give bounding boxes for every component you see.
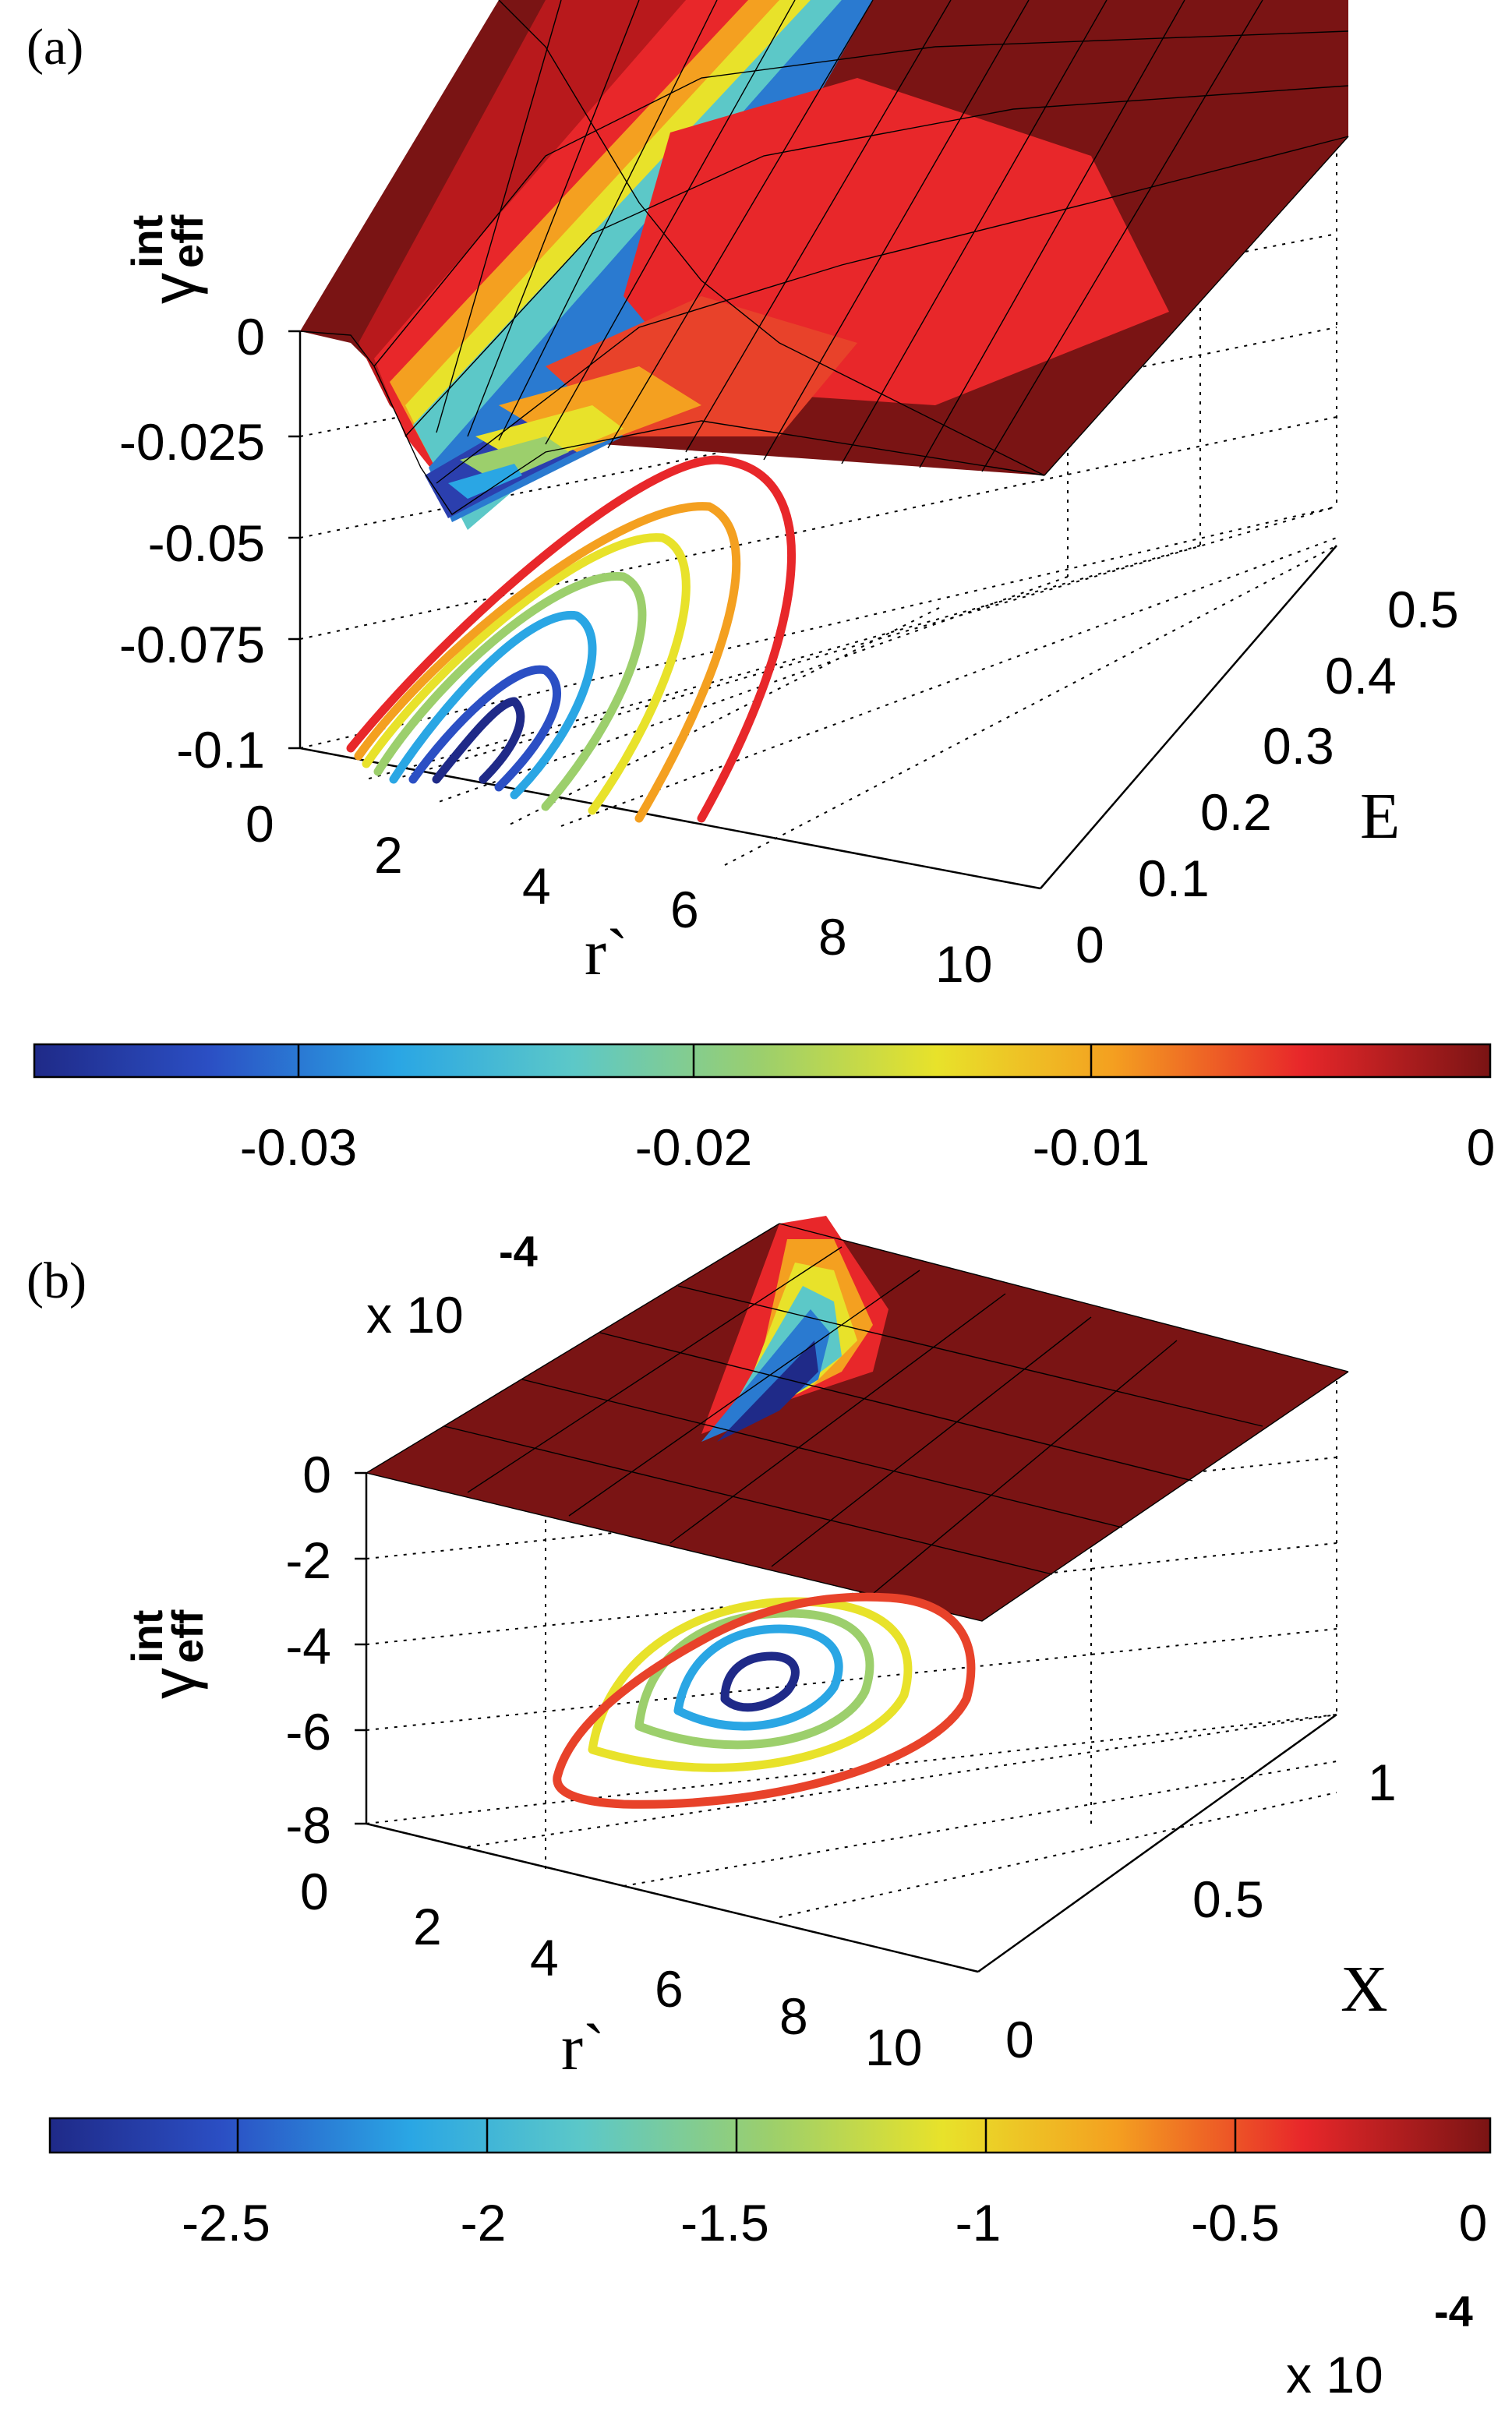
a-y-tick-4: 0.4 [1325, 647, 1397, 705]
a-z-tick-0: 0 [236, 308, 265, 366]
a-x-tick-4: 8 [818, 908, 847, 966]
a-x-tick-1: 2 [374, 826, 403, 884]
a-z-tick-2: -0.05 [148, 514, 265, 572]
b-cbar-tick-5: 0 [1459, 2194, 1488, 2252]
b-contour-level-3 [588, 1597, 913, 1772]
a-x-tick-0: 0 [246, 795, 274, 853]
a-contour-level-0 [432, 697, 525, 784]
panel-a: (a) 0 -0. [26, 0, 1495, 1176]
b-z-label-sub: eff [163, 1609, 212, 1663]
a-z-tick-4: -0.1 [176, 721, 265, 779]
b-x-axis-label: r` [561, 2011, 605, 2084]
b-z-tick-2: -4 [285, 1617, 331, 1675]
b-surface [366, 1216, 1349, 1622]
a-z-tick-1: -0.025 [119, 413, 265, 471]
b-x-tick-1: 2 [413, 1898, 442, 1955]
b-y-tick-2: 1 [1368, 1754, 1397, 1811]
b-cbar-tick-1: -2 [461, 2194, 507, 2252]
a-x-tick-3: 6 [670, 881, 699, 938]
b-cbar-exponent: x 10 [1286, 2346, 1383, 2404]
b-x-tick-4: 8 [779, 1987, 808, 2045]
b-y-axis-label: X [1341, 1953, 1388, 2026]
b-z-exponent: x 10 [366, 1286, 464, 1344]
a-cbar-tick-0: -0.03 [240, 1118, 357, 1176]
panel-b: (b) x 10 -4 0 -2 - [26, 1216, 1492, 2404]
a-contour-level-4 [362, 533, 691, 815]
b-x-tick-2: 4 [530, 1929, 559, 1987]
b-z-tick-3: -6 [285, 1703, 331, 1761]
b-y-tick-1: 0.5 [1192, 1870, 1264, 1928]
a-y-tick-2: 0.2 [1200, 783, 1272, 841]
b-contour-level-1 [673, 1624, 843, 1731]
a-x-tick-2: 4 [522, 857, 551, 915]
a-x-axis-label: r` [585, 917, 628, 989]
a-contour-level-6 [346, 455, 797, 823]
b-z-tick-4: -8 [285, 1796, 331, 1854]
a-cbar-tick-2: -0.01 [1033, 1118, 1150, 1176]
b-x-tick-0: 0 [300, 1863, 329, 1920]
a-contour-level-1 [408, 665, 561, 792]
b-x-tick-3: 6 [655, 1960, 684, 2018]
b-z-axis-label: γ int eff [122, 1609, 212, 1699]
b-colorbar: -2.5 -2 -1.5 -1 -0.5 0 x 10 -4 [48, 2117, 1492, 2404]
a-y-axis-label: E [1360, 780, 1400, 853]
b-contour-level-0 [720, 1651, 800, 1712]
a-y-tick-1: 0.1 [1138, 849, 1210, 907]
a-surface-mesh [299, 0, 1349, 515]
b-z-tick-0: 0 [302, 1446, 331, 1503]
a-contour-level-2 [389, 610, 597, 800]
a-z-label-sub: eff [163, 214, 212, 268]
a-contour-level-5 [354, 502, 741, 823]
b-cbar-tick-3: -1 [956, 2194, 1002, 2252]
b-contour-level-4 [553, 1592, 976, 1809]
a-z-axis-label: γ int eff [122, 214, 212, 304]
a-cbar-tick-3: 0 [1467, 1118, 1496, 1176]
b-cbar-tick-4: -0.5 [1191, 2194, 1280, 2252]
a-surface [299, 0, 1349, 530]
panel-b-label: (b) [26, 1252, 87, 1309]
b-x-tick-5: 10 [865, 2019, 922, 2076]
b-contours [553, 1592, 976, 1809]
a-contour-level-3 [373, 572, 647, 811]
b-surface-mesh [366, 1223, 1349, 1622]
a-colorbar: -0.03 -0.02 -0.01 0 [33, 1043, 1496, 1176]
b-cbar-tick-2: -1.5 [680, 2194, 769, 2252]
a-y-tick-3: 0.3 [1263, 717, 1334, 775]
a-contours [346, 455, 797, 823]
a-z-label-gamma: γ [139, 273, 208, 304]
panel-a-label: (a) [26, 19, 83, 76]
b-contour-level-2 [634, 1609, 874, 1750]
a-y-tick-5: 0.5 [1387, 581, 1459, 638]
b-z-label-sup: int [122, 1610, 171, 1663]
b-cbar-exponent-power: -4 [1434, 2287, 1473, 2336]
b-z-exponent-power: -4 [499, 1227, 538, 1276]
a-cbar-tick-1: -0.02 [635, 1118, 752, 1176]
a-y-tick-0: 0 [1076, 916, 1104, 973]
b-z-label-gamma: γ [139, 1668, 208, 1699]
a-x-tick-5: 10 [935, 935, 992, 993]
a-z-label-sup: int [122, 215, 171, 268]
b-z-tick-1: -2 [285, 1531, 331, 1589]
a-z-tick-3: -0.075 [119, 616, 265, 673]
b-y-tick-0: 0 [1005, 2011, 1034, 2068]
b-cbar-tick-0: -2.5 [182, 2194, 270, 2252]
